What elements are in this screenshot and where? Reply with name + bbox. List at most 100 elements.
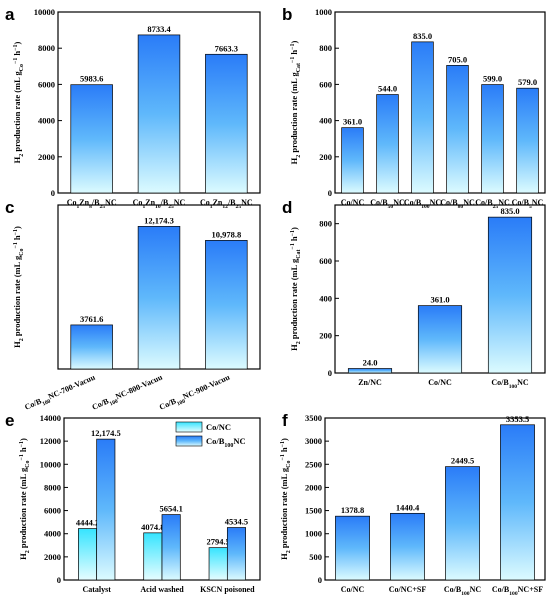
category-label: KSCN poisoned xyxy=(200,585,255,594)
y-tick-label: 2500 xyxy=(305,459,322,469)
y-tick-label: 0 xyxy=(51,188,55,198)
category-label: Co1Zn8/B25NC xyxy=(67,198,117,210)
bar xyxy=(205,53,248,194)
bar xyxy=(78,528,98,581)
data-label: 544.0 xyxy=(378,84,397,94)
data-label: 835.0 xyxy=(413,31,432,41)
y-tick-label: 1500 xyxy=(305,506,322,516)
plot-frame xyxy=(334,11,546,194)
y-tick-label: 8000 xyxy=(38,43,55,53)
panel-letter: c xyxy=(5,198,14,217)
data-label: 835.0 xyxy=(500,206,519,216)
y-tick-label: 400 xyxy=(319,293,332,303)
data-label: 4534.5 xyxy=(225,517,248,527)
y-tick-label: 3000 xyxy=(305,436,322,446)
bar xyxy=(411,41,434,194)
y-tick-label: 200 xyxy=(319,331,332,341)
y-tick-label: 200 xyxy=(319,152,332,162)
y-tick-label: 1000 xyxy=(305,529,322,539)
bar xyxy=(516,87,539,194)
panel-f: f 0 500 1000 1500 2000 2500 3000 3500 H2 producti… xyxy=(279,411,546,597)
y-tick-label: 14000 xyxy=(40,413,61,423)
panel-letter: d xyxy=(282,198,292,217)
y-tick-label: 10000 xyxy=(40,459,61,469)
data-label: 4074.8 xyxy=(141,522,164,532)
bar xyxy=(96,438,116,581)
y-tick-label: 2000 xyxy=(38,152,55,162)
bar xyxy=(143,532,163,581)
legend-entry: Co/NC xyxy=(206,422,231,432)
legend-swatch xyxy=(175,435,203,447)
panel-b: b 0 200 400 600 800 1000 H2 production rate (mL… xyxy=(282,5,546,210)
data-label: 4444.2 xyxy=(76,518,99,528)
category-label: Co1Zn10/B25NC xyxy=(133,198,186,210)
data-label: 12,174.3 xyxy=(144,215,174,225)
panel-d: d 0 200 400 600 800 H2 production rate (mL gCa… xyxy=(282,198,546,390)
data-label: 3761.6 xyxy=(80,314,103,324)
y-axis-label: H2 production rate (mL gCat−1 h−1) xyxy=(289,227,302,351)
y-tick-label: 600 xyxy=(319,256,332,266)
bar xyxy=(417,305,463,374)
category-label: Co/B80NC xyxy=(440,198,475,210)
y-tick-label: 0 xyxy=(328,368,332,378)
y-tick-label: 600 xyxy=(319,79,332,89)
category-label: Co/B100NC xyxy=(404,198,442,210)
y-tick-label: 2000 xyxy=(44,552,61,562)
data-label: 599.0 xyxy=(483,74,502,84)
y-axis-label: H2 production rate (mL gCo−1 h−1) xyxy=(12,226,25,348)
bar xyxy=(208,547,228,581)
bar xyxy=(341,127,364,194)
bar xyxy=(335,515,370,581)
bar xyxy=(137,34,181,194)
y-tick-label: 1000 xyxy=(315,7,332,17)
bar xyxy=(376,94,399,194)
data-label: 5983.6 xyxy=(80,74,103,84)
category-label: Acid washed xyxy=(140,585,184,594)
bar xyxy=(70,324,113,370)
y-tick-label: 800 xyxy=(319,219,332,229)
y-axis-label: H2 production rate (mL gCo−1 h−1) xyxy=(12,41,25,163)
y-tick-label: 0 xyxy=(318,575,322,585)
y-tick-label: 2000 xyxy=(305,482,322,492)
data-label: 3353.5 xyxy=(506,414,529,424)
data-label: 10,978.8 xyxy=(211,229,241,239)
category-label: Co/B100NC+SF xyxy=(492,585,543,597)
y-tick-label: 6000 xyxy=(44,506,61,516)
panel-letter: a xyxy=(5,5,15,24)
bar xyxy=(500,424,535,581)
panel-letter: f xyxy=(282,411,288,430)
category-label: Catalyst xyxy=(82,585,111,594)
category-label: Zn/NC xyxy=(358,378,382,387)
panel-letter: e xyxy=(5,411,14,430)
y-tick-label: 0 xyxy=(328,188,332,198)
plot-frame xyxy=(324,417,546,581)
category-label: Co/B5NC xyxy=(512,198,544,210)
panel-c: c H2 production rate (mL gCo−1 h−1) 3761.6… xyxy=(5,198,261,414)
data-label: 2794.5 xyxy=(206,537,229,547)
y-tick-label: 12000 xyxy=(40,436,61,446)
y-tick-label: 8000 xyxy=(44,482,61,492)
y-tick-label: 400 xyxy=(319,116,332,126)
legend-swatch xyxy=(175,421,203,433)
category-label: Co/B100NC xyxy=(491,378,529,390)
panel-letter: b xyxy=(282,5,292,24)
category-label: Co/NC xyxy=(341,585,365,594)
panel-a: a 0 2000 4000 6000 8000 10000 H2 production rat… xyxy=(5,5,261,210)
data-label: 7663.3 xyxy=(215,43,238,53)
bar xyxy=(70,84,113,194)
bar xyxy=(481,84,504,194)
category-label: Co1Zn12/B25NC xyxy=(200,198,253,210)
data-label: 361.0 xyxy=(430,295,449,305)
data-label: 1378.8 xyxy=(341,505,364,515)
data-label: 24.0 xyxy=(363,358,378,368)
category-label: Co/B100NC-900-Vacuu xyxy=(158,372,233,414)
category-label: Co/NC+SF xyxy=(389,585,427,594)
y-axis-label: H2 production rate (mL gCo−1 h−1) xyxy=(279,438,292,560)
bar xyxy=(446,65,469,194)
y-tick-label: 0 xyxy=(57,575,61,585)
data-label: 579.0 xyxy=(518,77,537,87)
data-label: 8733.4 xyxy=(147,24,171,34)
bar xyxy=(161,514,181,581)
legend-entry: Co/B100NC xyxy=(206,436,246,449)
